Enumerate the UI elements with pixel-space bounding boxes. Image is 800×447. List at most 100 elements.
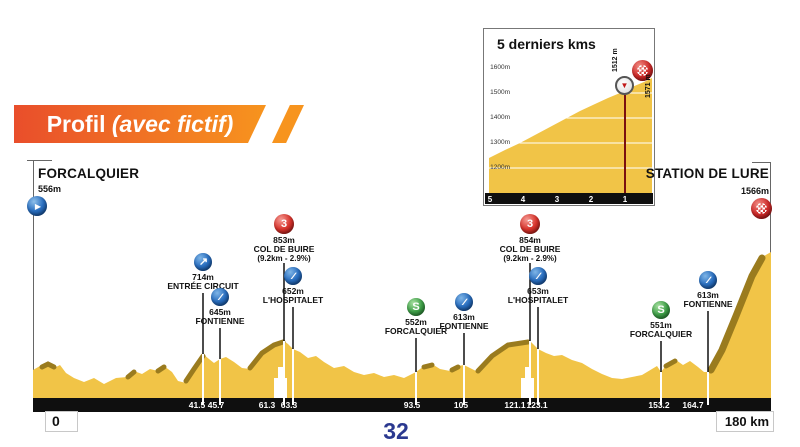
waypoint-glyph: ∕∕: [292, 270, 294, 281]
km-tick-label: 121.1: [504, 400, 526, 410]
waypoint-elevation: 714m: [192, 272, 214, 282]
inset-elev-tick: 1500m: [490, 89, 510, 96]
banner-title-bold: Profil: [46, 110, 106, 137]
waypoint-elevation: 613m: [453, 312, 475, 322]
waypoint-col-de-buire-2: 3 854m COL DE BUIRE (9.2km - 2.9%): [470, 214, 590, 263]
waypoint-elevation: 854m: [519, 235, 541, 245]
waypoint-forcalquier-sprint-2: S 551m FORCALQUIER: [601, 301, 721, 339]
inset-km-tick: 2: [588, 195, 594, 204]
waypoint-icon: ∕∕: [455, 293, 473, 311]
waypoint-l-hospitalet-1: ∕∕ 652m L'HOSPITALET: [233, 267, 353, 305]
flamme-glyph: ▼: [620, 80, 629, 90]
start-name: FORCALQUIER: [38, 166, 140, 181]
waypoint-glyph: ∕∕: [537, 270, 539, 281]
climb-cat3-icon: 3: [274, 214, 294, 234]
finish-icon: [751, 198, 772, 219]
waypoint-fontienne-1: ∕∕ 645m FONTIENNE: [160, 288, 280, 326]
profile-banner-title: Profil (avec fictif): [47, 111, 234, 138]
sprint-icon: S: [652, 301, 670, 319]
finish-elevation: 1566m: [740, 186, 769, 196]
page-number: 32: [383, 418, 409, 444]
flamme-elevation-label: 1512 m: [612, 48, 619, 72]
climb-detail: (9.2km - 2.9%): [503, 254, 557, 263]
waypoint-name: FONTIENNE: [439, 321, 489, 331]
waypoint-elevation: 613m: [697, 290, 719, 300]
waypoint-elevation: 653m: [527, 286, 549, 296]
inset-elev-tick: 1200m: [490, 164, 510, 171]
inset-km-tick: 5: [487, 195, 493, 204]
distance-bar: [33, 398, 771, 412]
climb-cat3-icon: 3: [520, 214, 540, 234]
waypoint-icon: ∕∕: [529, 267, 547, 285]
waypoint-name: COL DE BUIRE: [499, 244, 561, 254]
waypoint-elevation: 552m: [405, 317, 427, 327]
waypoint-elevation: 551m: [650, 320, 672, 330]
sprint-glyph: S: [412, 300, 420, 313]
climb-cat3-glyph: 3: [526, 217, 534, 230]
profile-banner: Profil (avec fictif): [14, 105, 266, 143]
inset-title: 5 derniers kms: [497, 36, 596, 52]
depart-icon: ▶: [27, 196, 47, 216]
inset-terrain-polygon: [489, 78, 652, 193]
inset-distance-bar: [485, 193, 653, 204]
waypoint-elevation: 645m: [209, 307, 231, 317]
inset-finish-elevation-label: 1571 m: [645, 74, 652, 98]
inset-km-tick: 4: [520, 195, 526, 204]
waypoint-glyph: ∕∕: [463, 296, 465, 307]
terrain-profile: [33, 252, 771, 398]
waypoint-name: FONTIENNE: [195, 316, 245, 326]
waypoint-icon: ∕∕: [284, 267, 302, 285]
start-elevation: 556m: [38, 184, 62, 194]
km-tick-label: 153.2: [648, 400, 670, 410]
flamme-rouge-icon: ▼: [615, 76, 634, 95]
km-marker-lines: [202, 341, 709, 405]
waypoint-elevation: 652m: [282, 286, 304, 296]
circuit-entry-icon: ↗: [194, 253, 212, 271]
waypoint-entree-circuit: ↗ 714m ENTRÉE CIRCUIT: [143, 253, 263, 291]
waypoint-fontienne-2: ∕∕ 613m FONTIENNE: [404, 293, 524, 331]
sprint-glyph: S: [657, 303, 665, 316]
km-tick-label: 41.5: [188, 400, 206, 410]
axis-end-label: 180 km: [716, 411, 774, 432]
inset-finish-icon: [632, 60, 653, 81]
waypoint-name: ENTRÉE CIRCUIT: [167, 281, 239, 291]
depart-glyph: ▶: [34, 201, 42, 211]
waypoint-fontienne-3: ∕∕ 613m FONTIENNE: [648, 271, 768, 309]
km-tick-label: 93.5: [403, 400, 421, 410]
climb-detail: (9.2km - 2.9%): [257, 254, 311, 263]
waypoint-name: FORCALQUIER: [629, 329, 693, 339]
waypoint-elevation: 853m: [273, 235, 295, 245]
climb-shadows: [39, 254, 766, 384]
terrain-polygon: [33, 252, 771, 398]
waypoint-l-hospitalet-2: ∕∕ 653m L'HOSPITALET: [478, 267, 598, 305]
waypoint-name: FORCALQUIER: [384, 326, 448, 336]
inset-elev-tick: 1300m: [490, 139, 510, 146]
waypoint-col-de-buire-1: 3 853m COL DE BUIRE (9.2km - 2.9%): [224, 214, 344, 263]
inset-km-tick: 1: [622, 195, 628, 204]
inset-elev-tick: 1400m: [490, 114, 510, 121]
waypoint-name: L'HOSPITALET: [262, 295, 324, 305]
km-tick-label: 63.3: [280, 400, 298, 410]
km-tick-label: 164.7: [682, 400, 704, 410]
banner-title-italic: (avec fictif): [105, 110, 234, 137]
waypoint-forcalquier-sprint-1: S 552m FORCALQUIER: [356, 298, 476, 336]
km-tick-label: 123.1: [526, 400, 548, 410]
waypoint-name: COL DE BUIRE: [253, 244, 315, 254]
inset-km-tick: 3: [554, 195, 560, 204]
km-tick-label: 45.7: [207, 400, 225, 410]
axis-start-label: 0: [45, 411, 78, 432]
km-tick-label: 105: [453, 400, 469, 410]
waypoint-icon: ∕∕: [699, 271, 717, 289]
waypoint-glyph: ∕∕: [707, 274, 709, 285]
circuit-entry-glyph: ↗: [198, 255, 208, 268]
sprint-icon: S: [407, 298, 425, 316]
waypoint-name: FONTIENNE: [683, 299, 733, 309]
climb-cat3-glyph: 3: [280, 217, 288, 230]
finish-name: STATION DE LURE: [645, 166, 769, 181]
inset-elev-tick: 1600m: [490, 64, 510, 71]
km-tick-label: 61.3: [258, 400, 276, 410]
waypoint-glyph: ∕∕: [219, 291, 221, 302]
waypoint-icon: ∕∕: [211, 288, 229, 306]
